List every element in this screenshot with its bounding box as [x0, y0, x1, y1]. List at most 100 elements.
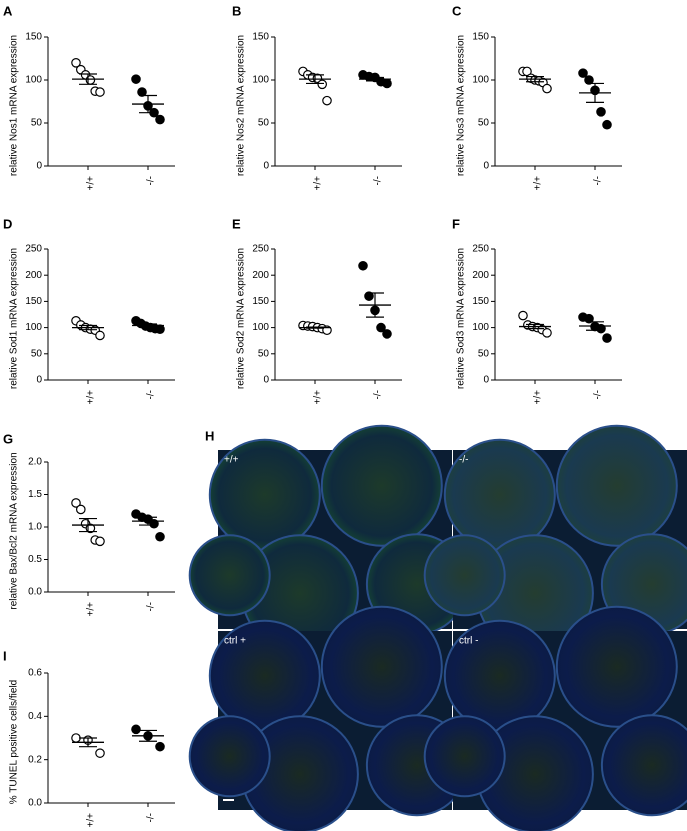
- data-point: [155, 114, 165, 125]
- sem-bar: [366, 76, 384, 82]
- y-axis-label: % TUNEL positive cells/field: [9, 680, 20, 805]
- x-tick-label: -/-: [146, 602, 157, 611]
- panel-label: E: [232, 216, 241, 231]
- data-point: [95, 536, 105, 547]
- data-point: [518, 310, 528, 321]
- data-point: [95, 330, 105, 341]
- micrograph: [423, 605, 687, 831]
- micrograph: [188, 424, 468, 653]
- y-tick-label: 0.0: [28, 798, 42, 809]
- y-tick-label: 50: [258, 348, 270, 359]
- panel-label: C: [452, 3, 462, 18]
- x-tick-label: -/-: [373, 176, 384, 185]
- data-point: [358, 260, 368, 271]
- y-tick-label: 100: [25, 75, 42, 86]
- y-tick-label: 0: [263, 161, 269, 172]
- y-axis-label: relative Nos2 mRNA expression: [236, 35, 247, 176]
- sem-bar: [139, 94, 157, 114]
- y-tick-label: 200: [252, 270, 269, 281]
- data-point: [322, 95, 332, 106]
- x-tick-label: +/+: [86, 813, 97, 828]
- x-tick-label: +/+: [313, 176, 324, 191]
- sem-bar: [79, 324, 97, 331]
- y-tick-label: 200: [472, 270, 489, 281]
- y-tick-label: 0.4: [28, 711, 42, 722]
- x-tick-label: -/-: [593, 176, 604, 185]
- panel-label: D: [3, 216, 12, 231]
- x-tick-label: +/+: [533, 176, 544, 191]
- data-point: [95, 87, 105, 97]
- data-point: [542, 328, 552, 338]
- y-tick-label: 150: [25, 296, 42, 307]
- y-tick-label: 1.0: [28, 522, 42, 533]
- y-tick-label: 0: [36, 375, 42, 386]
- y-tick-label: 150: [25, 32, 42, 43]
- panel-label: A: [3, 3, 13, 18]
- data-point: [137, 87, 147, 97]
- y-tick-label: 1.5: [28, 489, 42, 500]
- y-tick-label: 100: [472, 322, 489, 333]
- x-tick-label: -/-: [146, 813, 157, 822]
- data-point: [155, 324, 165, 334]
- y-axis-label: relative Nos1 mRNA expression: [9, 35, 20, 176]
- y-tick-label: 50: [478, 118, 490, 129]
- y-tick-label: 0.0: [28, 587, 42, 598]
- sem-bar: [79, 73, 97, 85]
- data-point: [596, 107, 606, 117]
- data-point: [131, 74, 141, 84]
- tubule: [555, 605, 678, 728]
- sem-bar: [79, 517, 97, 533]
- y-tick-label: 100: [252, 322, 269, 333]
- panel-label: G: [3, 431, 13, 446]
- y-axis-label: relative Sod1 mRNA expression: [9, 248, 20, 389]
- x-tick-label: -/-: [373, 390, 384, 399]
- y-tick-label: 0: [36, 161, 42, 172]
- y-tick-label: 0: [263, 375, 269, 386]
- tubule: [320, 605, 443, 728]
- tubule: [555, 424, 678, 547]
- y-tick-label: 200: [25, 270, 42, 281]
- x-tick-label: +/+: [533, 390, 544, 405]
- sem-bar: [586, 321, 604, 331]
- y-tick-label: 50: [258, 118, 270, 129]
- sem-bar: [306, 74, 324, 85]
- x-tick-label: +/+: [86, 390, 97, 405]
- panel-label: I: [3, 648, 7, 663]
- quadrant-label: -/-: [459, 455, 468, 466]
- x-tick-label: +/+: [313, 390, 324, 405]
- sem-bar: [139, 323, 157, 328]
- sem-bar: [139, 729, 157, 742]
- x-tick-label: -/-: [146, 390, 157, 399]
- y-tick-label: 100: [252, 75, 269, 86]
- y-tick-label: 0.6: [28, 668, 42, 679]
- panel-label: B: [232, 3, 241, 18]
- data-point: [71, 733, 81, 743]
- y-tick-label: 250: [25, 244, 42, 255]
- sem-bar: [139, 516, 157, 526]
- data-point: [382, 329, 392, 339]
- data-point: [95, 748, 105, 758]
- data-point: [71, 57, 81, 68]
- quadrant-label: ctrl -: [459, 636, 478, 647]
- sem-bar: [526, 323, 544, 330]
- sem-bar: [79, 737, 97, 748]
- data-point: [584, 313, 594, 324]
- x-tick-label: +/+: [86, 602, 97, 617]
- tubule: [188, 715, 271, 798]
- y-axis-label: relative Sod2 mRNA expression: [236, 248, 247, 389]
- panel-label: F: [452, 216, 460, 231]
- x-tick-label: -/-: [593, 390, 604, 399]
- y-tick-label: 150: [252, 296, 269, 307]
- data-point: [317, 79, 327, 90]
- data-point: [76, 504, 86, 515]
- y-tick-label: 50: [31, 118, 43, 129]
- y-tick-label: 0: [483, 161, 489, 172]
- y-tick-label: 150: [472, 296, 489, 307]
- tubule: [600, 714, 687, 817]
- data-point: [155, 531, 165, 542]
- data-point: [542, 83, 552, 94]
- y-tick-label: 50: [478, 348, 490, 359]
- y-tick-label: 100: [25, 322, 42, 333]
- data-point: [584, 75, 594, 85]
- data-point: [578, 68, 588, 78]
